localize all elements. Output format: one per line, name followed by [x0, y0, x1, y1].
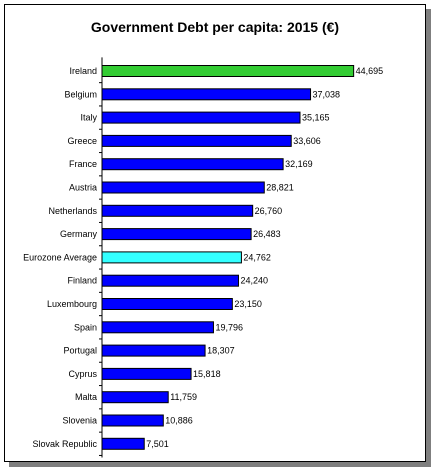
bar-luxembourg: [101, 298, 233, 310]
category-label: Italy: [80, 113, 97, 123]
bar-ireland: [101, 65, 355, 77]
bar-germany: [101, 228, 252, 241]
category-label: Cyprus: [68, 369, 97, 379]
value-label: 7,501: [146, 439, 169, 449]
category-label: Greece: [67, 136, 97, 146]
bar-france: [101, 158, 284, 171]
bar-spain: [101, 321, 214, 334]
bar-belgium: [101, 88, 312, 101]
bar-slovak-republic: [101, 437, 145, 450]
value-label: 18,307: [207, 346, 235, 356]
category-label: Austria: [69, 183, 97, 193]
category-label: Netherlands: [48, 206, 97, 216]
category-label: France: [69, 159, 97, 169]
value-label: 37,038: [313, 89, 341, 99]
category-label: Eurozone Average: [23, 252, 97, 262]
value-label: 35,165: [302, 113, 330, 123]
value-label: 26,760: [255, 206, 283, 216]
value-label: 28,821: [266, 183, 294, 193]
bar-eurozone-average: [101, 251, 242, 264]
chart-frame: Government Debt per capita: 2015 (€) Ire…: [4, 4, 426, 462]
category-label: Belgium: [64, 89, 97, 99]
category-label: Slovenia: [62, 416, 97, 426]
bar-slovenia: [101, 414, 164, 427]
value-label: 33,606: [293, 136, 321, 146]
value-label: 24,240: [240, 276, 268, 286]
value-label: 11,759: [170, 392, 197, 402]
bar-italy: [101, 111, 301, 124]
category-label: Malta: [75, 392, 97, 402]
bar-netherlands: [101, 204, 254, 217]
value-label: 32,169: [285, 159, 313, 169]
category-label: Spain: [74, 322, 97, 332]
bar-austria: [101, 181, 265, 194]
chart-title: Government Debt per capita: 2015 (€): [90, 19, 340, 35]
category-label: Germany: [60, 229, 98, 239]
value-label: 19,796: [215, 322, 243, 332]
category-label: Finland: [67, 276, 97, 286]
value-label: 24,762: [243, 252, 271, 262]
bar-malta: [101, 391, 169, 404]
category-label: Slovak Republic: [32, 439, 97, 449]
bar-portugal: [101, 344, 206, 357]
value-label: 15,818: [193, 369, 221, 379]
bar-chart: Ireland 44,695 Belgium 37,038 Italy 35,165 Gre…: [23, 57, 384, 458]
category-label: Portugal: [63, 346, 97, 356]
category-label: Luxembourg: [47, 299, 97, 309]
bar-greece: [101, 134, 292, 147]
value-label: 26,483: [253, 229, 281, 239]
category-label: Ireland: [69, 66, 97, 76]
value-label: 23,150: [234, 299, 262, 309]
bar-cyprus: [101, 367, 192, 380]
bar-finland: [101, 274, 239, 287]
value-label: 44,695: [356, 66, 384, 76]
value-label: 10,886: [165, 416, 193, 426]
